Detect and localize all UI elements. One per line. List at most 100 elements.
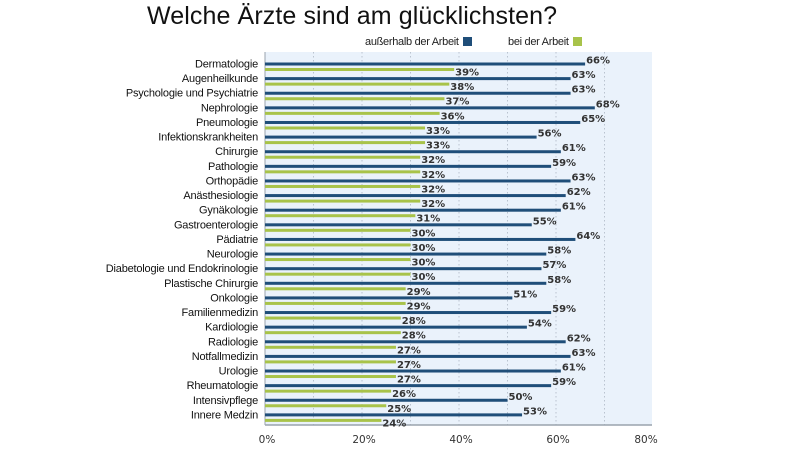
legend-item-bei-der-arbeit: bei der Arbeit <box>508 36 582 48</box>
value-label-ausserhalb: 53% <box>523 406 547 417</box>
value-label-ausserhalb: 63% <box>572 70 596 81</box>
value-label-ausserhalb: 59% <box>552 304 576 315</box>
value-label-bei-der-arbeit: 27% <box>397 375 421 386</box>
value-label-bei-der-arbeit: 24% <box>382 418 406 429</box>
bar-bei-der-arbeit <box>265 301 406 305</box>
bar-ausserhalb <box>265 384 552 388</box>
bar-bei-der-arbeit <box>265 228 411 232</box>
category-label: Urologie <box>219 366 258 378</box>
bar-ausserhalb <box>265 150 561 154</box>
bar-ausserhalb <box>265 311 552 315</box>
bar-ausserhalb <box>265 194 566 198</box>
bar-bei-der-arbeit <box>265 155 421 159</box>
value-label-bei-der-arbeit: 30% <box>412 272 436 283</box>
bar-ausserhalb <box>265 281 547 285</box>
bar-ausserhalb <box>265 208 561 212</box>
value-label-ausserhalb: 66% <box>586 56 610 67</box>
category-label: Pneumologie <box>196 117 258 129</box>
value-label-bei-der-arbeit: 29% <box>407 301 431 312</box>
bar-bei-der-arbeit <box>265 316 401 320</box>
bar-ausserhalb <box>265 398 508 402</box>
x-tick-label: 40% <box>449 434 472 446</box>
value-label-ausserhalb: 51% <box>513 289 537 300</box>
value-label-bei-der-arbeit: 37% <box>445 97 469 108</box>
value-label-ausserhalb: 62% <box>567 187 591 198</box>
value-label-bei-der-arbeit: 30% <box>412 258 436 269</box>
bar-bei-der-arbeit <box>265 389 392 393</box>
value-label-bei-der-arbeit: 32% <box>421 184 445 195</box>
bar-bei-der-arbeit <box>265 287 406 291</box>
bar-ausserhalb <box>265 106 595 110</box>
legend-label: außerhalb der Arbeit <box>365 36 459 48</box>
value-label-ausserhalb: 57% <box>542 260 566 271</box>
bar-ausserhalb <box>265 354 571 358</box>
legend-item-ausserhalb: außerhalb der Arbeit <box>365 36 472 48</box>
value-label-ausserhalb: 59% <box>552 158 576 169</box>
category-label: Infektionskrankheiten <box>158 132 258 144</box>
bar-bei-der-arbeit <box>265 184 421 188</box>
value-label-bei-der-arbeit: 29% <box>407 287 431 298</box>
chart-title: Welche Ärzte sind am glücklichsten? <box>147 2 558 30</box>
value-label-bei-der-arbeit: 32% <box>421 155 445 166</box>
category-label: Familienmedizin <box>182 307 259 319</box>
category-label: Neurologie <box>207 249 258 261</box>
category-label: Gynäkologie <box>199 205 258 217</box>
category-label: Orthopädie <box>206 175 259 187</box>
bar-bei-der-arbeit <box>265 111 440 115</box>
value-label-ausserhalb: 63% <box>572 348 596 359</box>
category-label: Intensivpflege <box>193 395 258 407</box>
bar-ausserhalb <box>265 135 537 139</box>
x-tick-label: 60% <box>546 434 569 446</box>
bar-ausserhalb <box>265 296 513 300</box>
value-label-bei-der-arbeit: 30% <box>412 243 436 254</box>
value-label-ausserhalb: 58% <box>547 275 571 286</box>
bar-ausserhalb <box>265 179 571 183</box>
bar-ausserhalb <box>265 340 566 344</box>
bar-ausserhalb <box>265 164 552 168</box>
category-label: Radiologie <box>208 336 258 348</box>
value-label-bei-der-arbeit: 31% <box>416 214 440 225</box>
value-label-ausserhalb: 64% <box>576 231 600 242</box>
bar-ausserhalb <box>265 120 581 124</box>
value-label-ausserhalb: 55% <box>533 216 557 227</box>
bar-ausserhalb <box>265 325 527 329</box>
value-label-bei-der-arbeit: 33% <box>426 126 450 137</box>
value-label-bei-der-arbeit: 26% <box>392 389 416 400</box>
value-label-bei-der-arbeit: 36% <box>441 111 465 122</box>
value-label-ausserhalb: 54% <box>528 319 552 330</box>
bar-ausserhalb <box>265 267 542 271</box>
value-label-ausserhalb: 65% <box>581 114 605 125</box>
legend-swatch-navy <box>462 37 472 46</box>
category-label: Onkologie <box>210 292 258 304</box>
bar-ausserhalb <box>265 77 571 81</box>
value-label-bei-der-arbeit: 33% <box>426 141 450 152</box>
value-label-ausserhalb: 61% <box>562 143 586 154</box>
bar-bei-der-arbeit <box>265 214 416 218</box>
bar-bei-der-arbeit <box>265 258 411 262</box>
bar-bei-der-arbeit <box>265 360 396 364</box>
value-label-bei-der-arbeit: 38% <box>450 82 474 93</box>
bar-bei-der-arbeit <box>265 345 396 349</box>
category-label: Anästhesiologie <box>183 190 258 202</box>
bar-ausserhalb <box>265 413 523 417</box>
x-tick-label: 20% <box>352 434 375 446</box>
value-label-ausserhalb: 63% <box>572 172 596 183</box>
value-label-bei-der-arbeit: 28% <box>402 331 426 342</box>
value-label-ausserhalb: 50% <box>509 392 533 403</box>
category-label: Chirurgie <box>215 146 258 158</box>
value-label-bei-der-arbeit: 32% <box>421 199 445 210</box>
bar-bei-der-arbeit <box>265 272 411 276</box>
bar-bei-der-arbeit <box>265 199 421 203</box>
category-label: Rheumatologie <box>187 380 258 392</box>
value-label-bei-der-arbeit: 30% <box>412 228 436 239</box>
bar-bei-der-arbeit <box>265 97 445 101</box>
bar-bei-der-arbeit <box>265 68 455 71</box>
category-label: Pathologie <box>208 161 258 173</box>
value-label-ausserhalb: 61% <box>562 363 586 374</box>
category-label: Kardiologie <box>205 322 258 334</box>
bar-bei-der-arbeit <box>265 404 387 408</box>
value-label-bei-der-arbeit: 39% <box>455 68 479 79</box>
bar-bei-der-arbeit <box>265 170 421 174</box>
bar-bei-der-arbeit <box>265 375 396 379</box>
